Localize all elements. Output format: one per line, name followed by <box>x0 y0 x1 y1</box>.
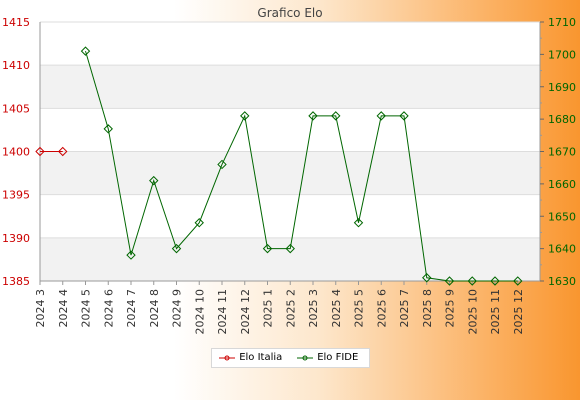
data-point-elo-fide <box>262 243 273 254</box>
data-point-elo-fide <box>308 111 318 121</box>
x-tick-label: 2025 4 <box>330 289 343 328</box>
right-tick-label: 1700 <box>548 48 576 61</box>
x-tick-label: 2024 7 <box>125 289 138 328</box>
x-tick-label: 2025 6 <box>375 289 388 328</box>
right-tick-label: 1650 <box>548 210 576 223</box>
data-point-elo-fide <box>376 111 386 121</box>
x-tick-label: 2025 5 <box>353 289 366 328</box>
left-tick-label: 1400 <box>2 146 30 159</box>
x-tick-label: 2024 9 <box>171 289 184 328</box>
legend-marker-fide-icon <box>297 355 313 360</box>
data-point-elo-fide <box>513 276 523 286</box>
series-layer <box>35 46 523 286</box>
x-tick-label: 2025 10 <box>466 289 479 335</box>
x-tick-label: 2025 3 <box>307 289 320 328</box>
data-point-elo-fide <box>399 111 409 121</box>
left-tick-label: 1390 <box>2 232 30 245</box>
right-tick-label: 1670 <box>548 146 576 159</box>
data-point-elo-italia <box>58 146 68 157</box>
legend-item-elo-fide: Elo FIDE <box>296 352 358 364</box>
plot-band <box>40 151 540 195</box>
data-point-elo-fide <box>490 276 500 286</box>
data-point-elo-fide <box>217 159 227 170</box>
x-tick-label: 2025 1 <box>262 289 275 328</box>
left-tick-label: 1385 <box>2 275 30 288</box>
right-tick-label: 1680 <box>548 113 576 126</box>
right-tick-label: 1640 <box>548 243 576 256</box>
x-tick-label: 2024 3 <box>34 289 47 328</box>
data-point-elo-fide <box>126 250 136 260</box>
x-tick-label: 2025 7 <box>398 289 411 328</box>
x-tick-label: 2024 12 <box>239 289 252 335</box>
right-axis: 1630 1640 1650 1660 1670 1680 1690 1700 1710 <box>539 16 576 288</box>
chart-title: Grafico Elo <box>257 6 322 20</box>
x-tick-label: 2024 6 <box>102 289 115 328</box>
data-point-elo-fide <box>285 243 295 254</box>
right-tick-label: 1630 <box>548 275 576 288</box>
x-tick-label: 2024 11 <box>216 289 229 335</box>
x-tick-label: 2024 4 <box>57 289 70 328</box>
x-tick-label: 2025 2 <box>284 289 297 328</box>
data-point-elo-fide <box>194 218 204 228</box>
legend-marker-italia-icon <box>219 355 235 360</box>
data-point-elo-fide <box>80 46 91 56</box>
data-point-elo-fide <box>331 111 341 121</box>
data-point-elo-fide <box>149 175 159 186</box>
data-point-elo-fide <box>103 124 113 134</box>
left-tick-label: 1395 <box>2 189 30 202</box>
x-tick-label: 2025 9 <box>444 289 457 328</box>
plot-band <box>40 65 540 109</box>
data-point-elo-fide <box>353 218 364 228</box>
left-tick-label: 1405 <box>2 102 30 115</box>
x-tick-label: 2024 5 <box>80 289 93 328</box>
legend-label-elo-italia: Elo Italia <box>239 352 283 363</box>
x-tick-label: 2025 12 <box>512 289 525 335</box>
data-point-elo-italia <box>35 146 45 157</box>
legend-item-elo-italia: Elo Italia <box>218 352 282 364</box>
data-point-elo-fide <box>444 276 455 286</box>
x-tick-label: 2024 8 <box>148 289 161 328</box>
data-point-elo-fide <box>171 243 182 254</box>
x-tick-label: 2025 8 <box>421 289 434 328</box>
data-point-elo-fide <box>422 273 432 283</box>
legend-label-elo-fide: Elo FIDE <box>317 352 359 363</box>
x-tick-label: 2024 10 <box>193 289 206 335</box>
data-point-elo-fide <box>467 276 477 286</box>
right-tick-label: 1660 <box>548 178 576 191</box>
legend: Elo Italia Elo FIDE <box>211 348 370 368</box>
data-point-elo-fide <box>240 111 250 121</box>
left-tick-label: 1410 <box>2 59 30 72</box>
left-tick-label: 1415 <box>2 16 30 29</box>
x-axis: 2024 3 2024 4 2024 5 2024 6 2024 7 2024 8 2024… <box>34 280 540 335</box>
right-tick-label: 1690 <box>548 81 576 94</box>
x-tick-label: 2025 11 <box>489 289 502 335</box>
right-tick-label: 1710 <box>548 16 576 29</box>
left-axis: 1385 1390 1395 1400 1405 1410 1415 <box>2 16 41 288</box>
